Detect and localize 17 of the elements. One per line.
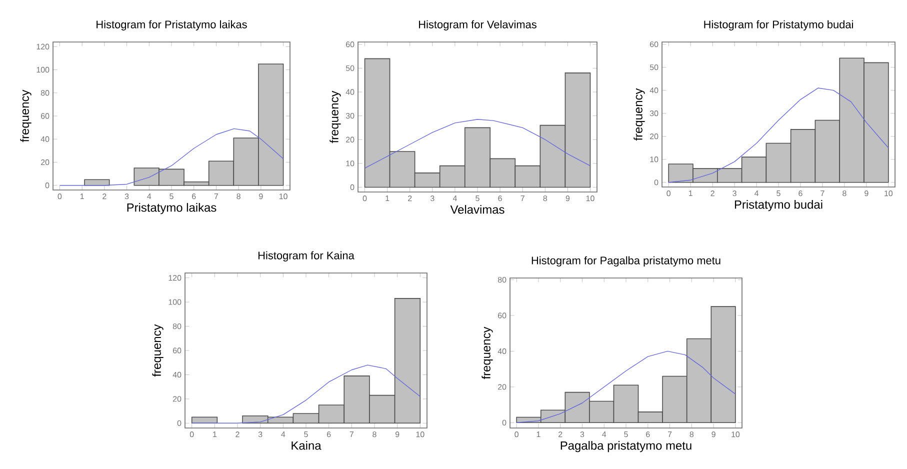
x-axis-title: Velavimas (450, 205, 504, 214)
y-axis-title: frequency (634, 88, 645, 141)
chart-title: Histogram for Pristatymo laikas (96, 20, 247, 30)
x-axis-title: Kaina (292, 441, 322, 450)
x-axis-title: Pristatymo budai (734, 200, 822, 212)
line-series (668, 88, 889, 183)
chart-title: Histogram for Pristatymo budai (704, 20, 853, 30)
x-axis-title: Pristatymo laikas (127, 203, 216, 214)
y-axis-title: frequency (482, 326, 493, 380)
chart-title: Histogram for Kaina (258, 251, 354, 262)
x-axis-title: Pagalba pristatymo metu (560, 441, 692, 452)
chart-title: Histogram for Velavimas (419, 20, 536, 30)
y-axis-title: frequency (20, 90, 32, 142)
y-axis-title: frequency (152, 324, 164, 377)
line-series (364, 119, 591, 169)
chart-title: Histogram for Pagalba pristatymo metu (532, 256, 720, 266)
y-axis-title: frequency (330, 90, 341, 144)
